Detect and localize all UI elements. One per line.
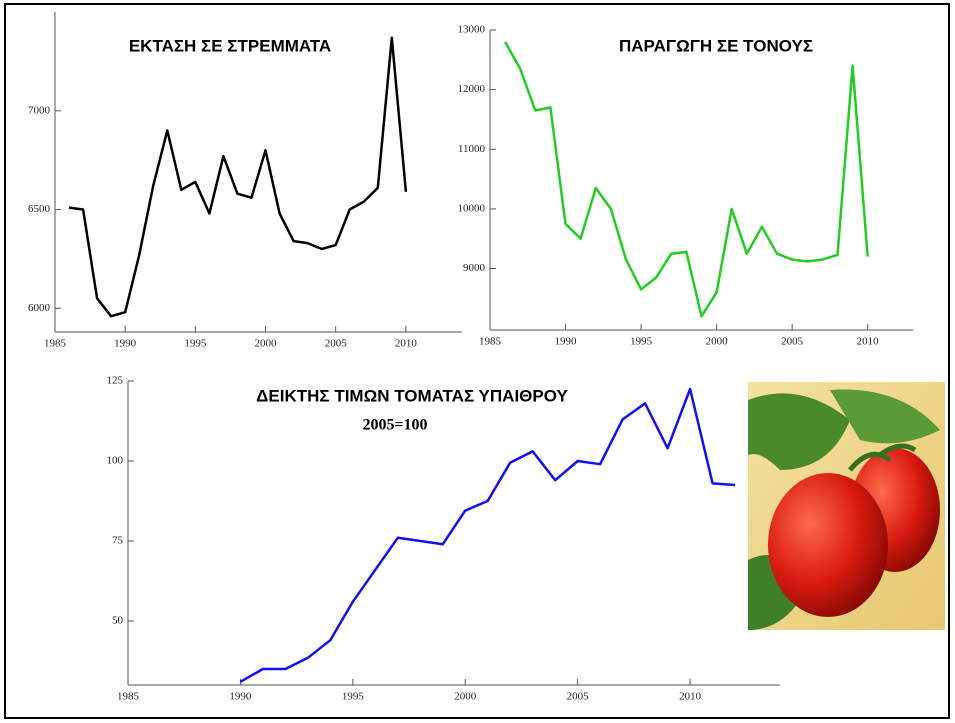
x-tick-label: 2000 [255, 338, 278, 350]
x-tick-label: 1990 [555, 336, 578, 348]
y-tick-label: 9000 [463, 262, 486, 274]
x-tick-label: 1985 [117, 691, 140, 703]
y-tick-label: 75 [112, 535, 124, 547]
x-tick-label: 2005 [781, 336, 804, 348]
x-tick-label: 1990 [114, 338, 137, 350]
x-tick-label: 1990 [229, 691, 252, 703]
chart-subtitle: 2005=100 [362, 417, 427, 434]
y-tick-label: 11000 [458, 143, 486, 155]
x-tick-label: 1995 [630, 336, 653, 348]
y-tick-label: 6000 [28, 302, 51, 314]
x-tick-label: 2010 [679, 691, 702, 703]
x-tick-label: 1995 [342, 691, 365, 703]
x-tick-label: 2010 [395, 338, 418, 350]
tomato-image [748, 382, 945, 630]
data-line [239, 387, 736, 683]
x-tick-label: 1985 [479, 336, 502, 348]
data-line [68, 36, 408, 318]
x-tick-label: 1995 [184, 338, 207, 350]
data-line [504, 41, 869, 318]
y-tick-label: 13000 [458, 24, 486, 36]
y-tick-label: 6500 [28, 203, 51, 215]
y-tick-label: 12000 [458, 83, 486, 95]
x-tick-label: 2010 [857, 336, 880, 348]
x-tick-label: 2005 [567, 691, 590, 703]
y-tick-label: 10000 [458, 202, 486, 214]
y-tick-label: 100 [107, 455, 124, 467]
chart-title: ΠΑΡΑΓΩΓΗ ΣΕ ΤΟΝΟΥΣ [619, 36, 813, 55]
chart-title: ΔΕΙΚΤΗΣ ΤΙΜΩΝ ΤΟΜΑΤΑΣ ΥΠΑΙΘΡΟΥ [256, 386, 568, 405]
x-tick-label: 2000 [454, 691, 477, 703]
x-tick-label: 1985 [44, 338, 67, 350]
x-tick-label: 2005 [325, 338, 348, 350]
x-tick-label: 2000 [706, 336, 729, 348]
y-tick-label: 50 [112, 615, 124, 627]
y-tick-label: 125 [107, 375, 124, 387]
chart-title: ΕΚΤΑΣΗ ΣΕ ΣΤΡΕΜΜΑΤΑ [129, 36, 331, 55]
y-tick-label: 7000 [28, 104, 51, 116]
